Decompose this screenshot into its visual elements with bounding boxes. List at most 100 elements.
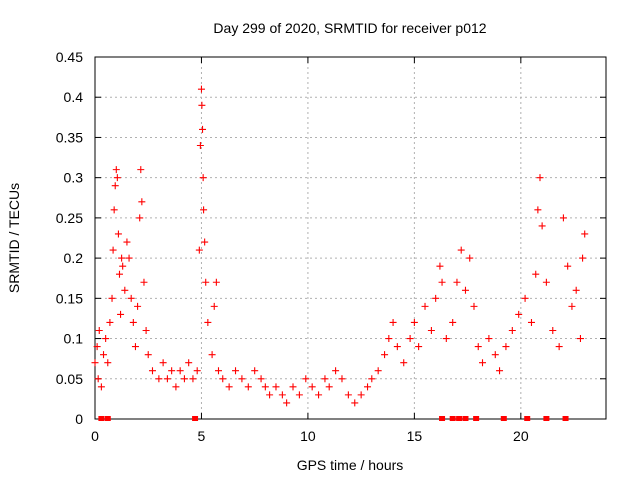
data-point <box>368 375 376 383</box>
data-point <box>197 85 205 93</box>
zero-marker <box>543 416 550 421</box>
data-point <box>163 375 171 383</box>
data-point <box>389 318 397 326</box>
y-tick-label: 0.35 <box>56 129 83 145</box>
data-point <box>521 294 529 302</box>
data-point <box>189 375 197 383</box>
data-point <box>508 327 516 335</box>
y-tick-label: 0.15 <box>56 290 83 306</box>
data-point <box>102 335 110 343</box>
data-point <box>438 278 446 286</box>
data-point <box>131 343 139 351</box>
data-point <box>214 367 222 375</box>
data-point <box>374 367 382 375</box>
data-point <box>266 391 274 399</box>
data-point <box>219 375 227 383</box>
data-point <box>315 391 323 399</box>
zero-marker <box>462 416 469 421</box>
data-point <box>302 375 310 383</box>
data-point <box>357 391 365 399</box>
y-tick-label: 0.3 <box>64 170 84 186</box>
data-point <box>555 343 563 351</box>
data-point <box>278 391 286 399</box>
data-point <box>427 327 435 335</box>
data-point <box>225 383 233 391</box>
data-point <box>210 302 218 310</box>
data-point <box>108 294 116 302</box>
zero-marker <box>449 416 456 421</box>
data-point <box>115 270 123 278</box>
zero-marker <box>456 416 463 421</box>
data-point <box>134 302 142 310</box>
data-point <box>461 286 469 294</box>
x-tick-label: 20 <box>513 428 529 444</box>
data-point <box>95 327 103 335</box>
data-point <box>202 278 210 286</box>
data-point <box>129 318 137 326</box>
x-tick-labels: 0 5 10 15 20 <box>91 428 529 444</box>
data-point <box>212 278 220 286</box>
data-point <box>138 198 146 206</box>
data-point <box>406 335 414 343</box>
data-point <box>155 375 163 383</box>
data-point <box>257 375 265 383</box>
data-point <box>415 343 423 351</box>
data-point <box>474 343 482 351</box>
data-point <box>93 343 101 351</box>
data-point <box>485 335 493 343</box>
data-point <box>104 359 112 367</box>
y-tick-label: 0.1 <box>64 331 84 347</box>
zero-marker <box>104 416 111 421</box>
zero-marker <box>439 416 446 421</box>
data-point <box>538 222 546 230</box>
data-point <box>502 343 510 351</box>
data-point <box>351 399 359 407</box>
grid <box>95 57 606 419</box>
data-point <box>204 318 212 326</box>
y-tick-label: 0 <box>75 411 83 427</box>
data-point <box>123 238 131 246</box>
data-point <box>121 286 129 294</box>
y-tick-label: 0.2 <box>64 250 84 266</box>
data-point <box>261 383 269 391</box>
data-point <box>576 335 584 343</box>
x-axis-title: GPS time / hours <box>297 457 404 473</box>
data-point <box>94 375 102 383</box>
data-point <box>185 359 193 367</box>
data-point <box>144 351 152 359</box>
data-point <box>159 359 167 367</box>
y-tick-labels: 0 0.05 0.1 0.15 0.2 0.25 0.3 0.35 0.4 0.45 <box>56 49 83 427</box>
data-point <box>193 367 201 375</box>
zero-marker <box>192 416 199 421</box>
x-tick-label: 5 <box>198 428 206 444</box>
data-point <box>127 294 135 302</box>
data-point <box>176 367 184 375</box>
data-point <box>198 101 206 109</box>
data-point <box>244 383 252 391</box>
data-point <box>295 391 303 399</box>
data-point <box>325 383 333 391</box>
data-point <box>453 278 461 286</box>
data-point <box>148 367 156 375</box>
x-tick-label: 10 <box>300 428 316 444</box>
data-point <box>432 294 440 302</box>
data-point <box>559 214 567 222</box>
data-point <box>208 351 216 359</box>
data-point <box>112 166 120 174</box>
data-point <box>479 359 487 367</box>
data-point <box>572 286 580 294</box>
data-point <box>196 141 204 149</box>
data-point <box>449 318 457 326</box>
data-point <box>470 302 478 310</box>
data-point <box>534 206 542 214</box>
zero-marker <box>562 416 569 421</box>
zero-marker <box>524 416 531 421</box>
data-point <box>442 335 450 343</box>
data-point <box>564 262 572 270</box>
zero-marker <box>473 416 480 421</box>
data-point <box>119 262 127 270</box>
data-point <box>201 238 209 246</box>
data-point <box>421 302 429 310</box>
y-tick-label: 0.05 <box>56 371 83 387</box>
